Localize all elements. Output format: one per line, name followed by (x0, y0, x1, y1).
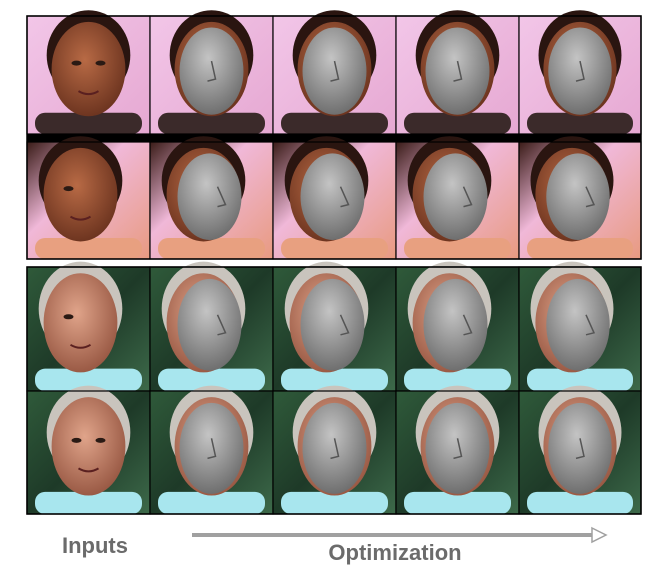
face-mesh (300, 153, 365, 240)
shoulders (158, 112, 265, 134)
mesh-nose (207, 60, 217, 82)
face-mesh (425, 27, 490, 115)
face-mesh (302, 27, 367, 115)
face (51, 21, 126, 117)
eye (95, 437, 106, 443)
eye (63, 314, 74, 320)
face (43, 273, 118, 373)
mouth (69, 343, 92, 349)
eye (95, 60, 106, 66)
shoulders (35, 112, 142, 134)
mesh-nose (575, 60, 585, 82)
mesh-nose (330, 438, 340, 460)
face-mesh (300, 278, 365, 371)
mouth (77, 90, 100, 96)
inputs-label: Inputs (62, 533, 128, 558)
face-mesh (177, 278, 242, 371)
face-mesh (546, 278, 610, 371)
shoulders (281, 491, 388, 514)
eye (71, 60, 82, 66)
shoulders (527, 112, 633, 134)
face-mesh (179, 27, 244, 115)
mouth (77, 467, 100, 473)
mesh-nose (585, 186, 596, 208)
block-border (26, 266, 642, 515)
face-mesh (546, 153, 610, 240)
mesh-nose (339, 186, 350, 208)
arrow-head (591, 526, 608, 544)
mesh-nose (462, 314, 473, 336)
mesh-nose (330, 60, 340, 82)
face (43, 147, 118, 242)
eye (63, 186, 74, 192)
face-mesh (302, 402, 367, 494)
eye (71, 437, 82, 443)
shoulders (527, 368, 633, 391)
face-mesh (548, 27, 612, 115)
block-border (26, 15, 642, 260)
shoulders (158, 491, 265, 514)
shoulders (404, 237, 511, 259)
shoulders (281, 112, 388, 134)
optimization-label: Optimization (328, 540, 461, 565)
face-mesh (179, 402, 244, 494)
shoulders (404, 368, 511, 391)
shoulders (35, 491, 142, 514)
shoulders (35, 368, 142, 391)
mesh-nose (575, 438, 585, 460)
shoulders (404, 491, 511, 514)
mesh-nose (462, 186, 473, 208)
shoulders (158, 237, 265, 259)
shoulders (158, 368, 265, 391)
mesh-nose (216, 314, 227, 336)
mesh-nose (216, 186, 227, 208)
mesh-nose (585, 314, 596, 336)
face-mesh (548, 402, 612, 494)
mesh-nose (339, 314, 350, 336)
mouth (69, 215, 92, 221)
shoulders (527, 491, 633, 514)
shoulders (35, 237, 142, 259)
shoulders (404, 112, 511, 134)
image-grid (26, 10, 642, 515)
face-mesh (425, 402, 490, 494)
face-mesh (423, 278, 488, 371)
face-mesh (177, 153, 242, 240)
shoulders (281, 237, 388, 259)
mesh-nose (453, 60, 463, 82)
face (51, 397, 126, 496)
shoulders (281, 368, 388, 391)
shoulders (527, 237, 633, 259)
mesh-nose (453, 438, 463, 460)
mesh-nose (207, 438, 217, 460)
face-mesh (423, 153, 488, 240)
